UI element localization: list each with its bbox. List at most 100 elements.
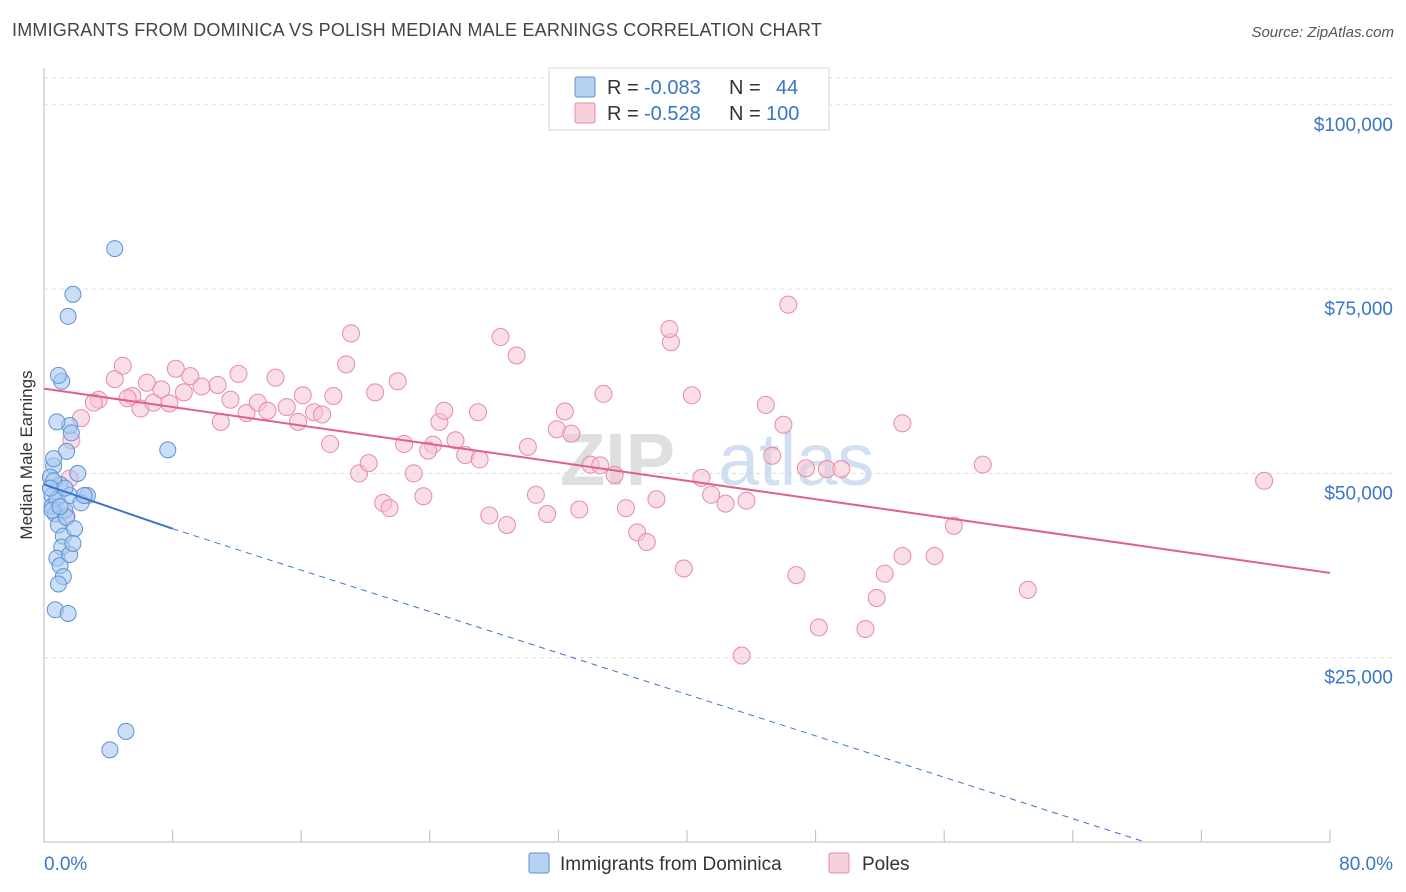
poles-point bbox=[737, 491, 756, 510]
y-tick-labels: $25,000 $50,000 $75,000 $100,000 bbox=[1314, 115, 1393, 689]
poles-point bbox=[470, 450, 489, 469]
poles-point bbox=[288, 412, 307, 431]
dominica-point bbox=[58, 442, 76, 460]
poles-point bbox=[562, 424, 581, 443]
poles-point bbox=[192, 377, 211, 396]
poles-point bbox=[266, 368, 285, 387]
poles-point bbox=[796, 459, 815, 478]
dominica-point bbox=[106, 240, 124, 258]
poles-point bbox=[1018, 580, 1037, 599]
series-legend: Immigrants from Dominica Poles bbox=[528, 852, 910, 875]
poles-point bbox=[756, 395, 775, 414]
watermark: ZIP atlas bbox=[560, 418, 874, 501]
poles-point bbox=[856, 619, 875, 638]
legend-box bbox=[548, 67, 830, 131]
dominica-point bbox=[62, 424, 80, 442]
poles-point bbox=[518, 437, 537, 456]
poles-point bbox=[1255, 471, 1274, 490]
poles-point bbox=[774, 415, 793, 434]
poles-point bbox=[507, 346, 526, 365]
x-tick-label-max: 80.0% bbox=[1339, 854, 1393, 875]
poles-point bbox=[324, 387, 343, 406]
dominica-point bbox=[51, 498, 69, 516]
dominica-trend-line bbox=[43, 483, 173, 530]
poles-point bbox=[221, 390, 240, 409]
poles-point bbox=[258, 401, 277, 420]
poles-point bbox=[763, 446, 782, 465]
poles-trend-line bbox=[43, 387, 1331, 574]
poles-point bbox=[113, 356, 132, 375]
poles-point bbox=[875, 564, 894, 583]
poles-point bbox=[321, 434, 340, 453]
x-tick-label-min: 0.0% bbox=[44, 854, 87, 875]
dominica-point bbox=[59, 307, 77, 325]
poles-point bbox=[359, 454, 378, 473]
correlation-legend: R = -0.083 N = 44 R = -0.528 N = 100 bbox=[548, 67, 830, 131]
poles-point bbox=[973, 455, 992, 474]
dominica-point bbox=[49, 575, 67, 593]
bottom-legend-label-dominica: Immigrants from Dominica bbox=[560, 854, 782, 875]
dominica-point bbox=[45, 450, 63, 468]
poles-point bbox=[229, 364, 248, 383]
chart-title: IMMIGRANTS FROM DOMINICA VS POLISH MEDIA… bbox=[12, 20, 823, 40]
poles-point bbox=[591, 456, 610, 475]
poles-point bbox=[366, 383, 385, 402]
legend-n-label-2: N = bbox=[729, 103, 761, 125]
dominica-point bbox=[66, 520, 84, 538]
y-tick-label: $50,000 bbox=[1324, 483, 1393, 504]
y-axis-label: Median Male Earnings bbox=[17, 370, 36, 539]
poles-point bbox=[682, 386, 701, 405]
poles-point bbox=[208, 375, 227, 394]
legend-r-value-2: -0.528 bbox=[644, 103, 701, 125]
poles-point bbox=[137, 373, 156, 392]
poles-point bbox=[893, 546, 912, 565]
poles-point bbox=[446, 431, 465, 450]
poles-point bbox=[293, 386, 312, 405]
dominica-point bbox=[64, 534, 82, 552]
poles-point bbox=[616, 499, 635, 518]
legend-r-label-2: R = bbox=[607, 103, 639, 125]
poles-point bbox=[435, 401, 454, 420]
poles-point bbox=[637, 532, 656, 551]
dominica-point bbox=[117, 722, 135, 740]
poles-point bbox=[647, 490, 666, 509]
poles-point bbox=[395, 434, 414, 453]
poles-point bbox=[526, 485, 545, 504]
poles-point bbox=[570, 500, 589, 519]
poles-point bbox=[716, 494, 735, 513]
source-label: Source: ZipAtlas.com bbox=[1251, 24, 1394, 41]
y-tick-label: $100,000 bbox=[1314, 115, 1393, 136]
dominica-point bbox=[101, 741, 119, 759]
legend-swatch-dominica bbox=[574, 76, 596, 98]
legend-r-value-1: -0.083 bbox=[644, 77, 701, 99]
poles-point bbox=[809, 618, 828, 637]
poles-points bbox=[57, 295, 1274, 665]
dominica-point bbox=[48, 413, 66, 431]
poles-point bbox=[660, 319, 679, 338]
dominica-point bbox=[64, 285, 82, 303]
legend-n-value-2: 100 bbox=[766, 103, 799, 125]
poles-point bbox=[555, 402, 574, 421]
poles-point bbox=[538, 504, 557, 523]
bottom-legend-swatch-dominica bbox=[528, 852, 550, 874]
poles-point bbox=[893, 414, 912, 433]
poles-point bbox=[414, 487, 433, 506]
poles-point bbox=[944, 516, 963, 535]
dominica-point bbox=[59, 604, 77, 622]
y-tick-label: $75,000 bbox=[1324, 299, 1393, 320]
poles-point bbox=[211, 412, 230, 431]
poles-point bbox=[867, 589, 886, 608]
poles-point bbox=[118, 389, 137, 408]
dominica-trend-extension bbox=[172, 528, 1146, 843]
dominica-point bbox=[159, 441, 177, 459]
poles-point bbox=[166, 359, 185, 378]
gridlines bbox=[44, 77, 1394, 659]
x-axis-ticks bbox=[43, 830, 1331, 842]
poles-point bbox=[388, 372, 407, 391]
poles-point bbox=[702, 485, 721, 504]
poles-point bbox=[337, 355, 356, 374]
legend-n-value-1: 44 bbox=[776, 77, 798, 99]
poles-point bbox=[787, 566, 806, 585]
bottom-legend-label-poles: Poles bbox=[862, 854, 910, 875]
